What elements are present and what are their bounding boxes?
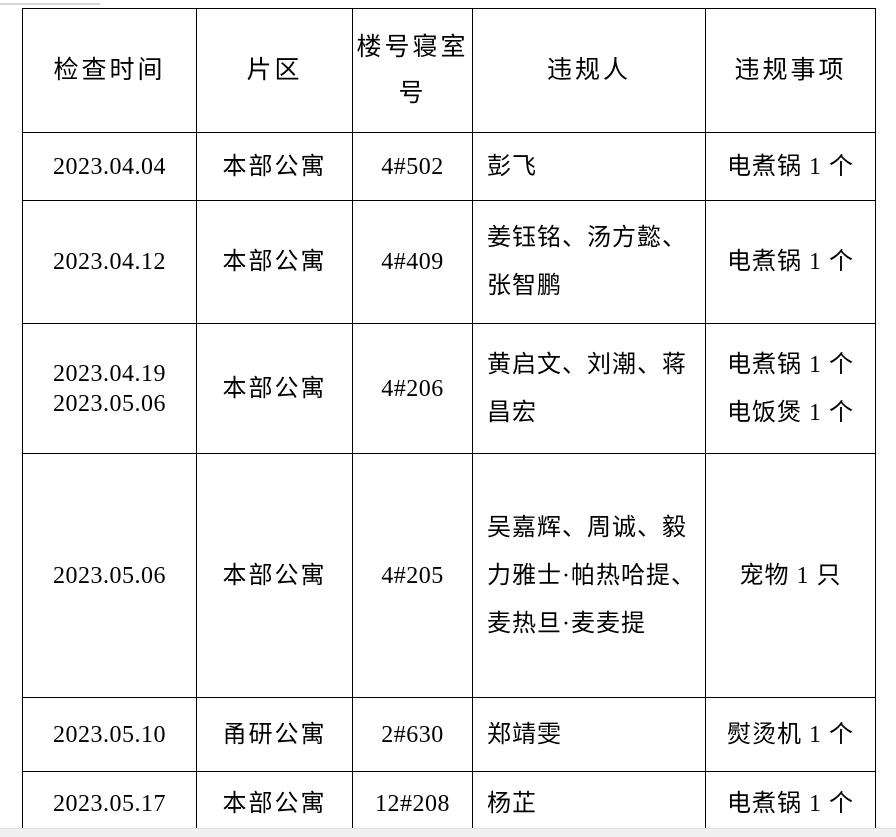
table-row: 2023.04.19 2023.05.06 本部公寓 4#206 黄启文、刘潮、… xyxy=(22,323,876,454)
cell-violation-item: 电煮锅 1 个 电饭煲 1 个 xyxy=(705,323,876,454)
table-row: 2023.04.04 本部公寓 4#502 彭飞 电煮锅 1 个 xyxy=(22,132,876,201)
top-ruler-artifact xyxy=(0,3,100,5)
cell-inspection-time: 2023.05.17 xyxy=(22,771,197,836)
cell-violator: 杨芷 xyxy=(472,771,706,836)
table-row: 2023.04.12 本部公寓 4#409 姜钰铭、汤方懿、张智鹏 电煮锅 1 … xyxy=(22,200,876,324)
bottom-page-edge-artifact xyxy=(0,828,896,837)
cell-building-room: 4#502 xyxy=(352,132,473,201)
cell-inspection-time: 2023.04.12 xyxy=(22,200,197,324)
cell-violator: 郑靖雯 xyxy=(472,697,706,772)
cell-violator: 姜钰铭、汤方懿、张智鹏 xyxy=(472,200,706,324)
cell-area: 本部公寓 xyxy=(196,132,353,201)
column-header-inspection-time: 检查时间 xyxy=(22,8,197,133)
table-row: 2023.05.17 本部公寓 12#208 杨芷 电煮锅 1 个 xyxy=(22,771,876,836)
cell-building-room: 4#206 xyxy=(352,323,473,454)
table-body: 2023.04.04 本部公寓 4#502 彭飞 电煮锅 1 个 2023.04… xyxy=(22,132,876,836)
column-header-building-room: 楼号寝室号 xyxy=(352,8,473,133)
column-header-violation-item: 违规事项 xyxy=(705,8,876,133)
cell-violator: 彭飞 xyxy=(472,132,706,201)
cell-violation-item: 熨烫机 1 个 xyxy=(705,697,876,772)
cell-building-room: 4#205 xyxy=(352,453,473,698)
cell-building-room: 12#208 xyxy=(352,771,473,836)
cell-area: 本部公寓 xyxy=(196,323,353,454)
column-header-area: 片区 xyxy=(196,8,353,133)
cell-violation-item: 电煮锅 1 个 xyxy=(705,771,876,836)
document-sheet: 检查时间 片区 楼号寝室号 违规人 违规事项 2023.04.04 本部公寓 4… xyxy=(22,8,876,836)
cell-violator: 吴嘉辉、周诚、毅力雅士·帕热哈提、麦热旦·麦麦提 xyxy=(472,453,706,698)
cell-inspection-time: 2023.05.10 xyxy=(22,697,197,772)
cell-violation-item: 电煮锅 1 个 xyxy=(705,200,876,324)
table-row: 2023.05.10 甬研公寓 2#630 郑靖雯 熨烫机 1 个 xyxy=(22,697,876,772)
cell-violation-item: 电煮锅 1 个 xyxy=(705,132,876,201)
cell-building-room: 2#630 xyxy=(352,697,473,772)
cell-inspection-time: 2023.05.06 xyxy=(22,453,197,698)
cell-violation-item: 宠物 1 只 xyxy=(705,453,876,698)
cell-area: 本部公寓 xyxy=(196,453,353,698)
violation-records-table: 检查时间 片区 楼号寝室号 违规人 违规事项 2023.04.04 本部公寓 4… xyxy=(22,8,876,836)
column-header-violator: 违规人 xyxy=(472,8,706,133)
cell-area: 本部公寓 xyxy=(196,771,353,836)
table-row: 2023.05.06 本部公寓 4#205 吴嘉辉、周诚、毅力雅士·帕热哈提、麦… xyxy=(22,453,876,698)
cell-area: 甬研公寓 xyxy=(196,697,353,772)
table-header: 检查时间 片区 楼号寝室号 违规人 违规事项 xyxy=(22,8,876,133)
cell-violator: 黄启文、刘潮、蒋昌宏 xyxy=(472,323,706,454)
table-header-row: 检查时间 片区 楼号寝室号 违规人 违规事项 xyxy=(22,8,876,133)
cell-inspection-time: 2023.04.04 xyxy=(22,132,197,201)
cell-area: 本部公寓 xyxy=(196,200,353,324)
cell-inspection-time: 2023.04.19 2023.05.06 xyxy=(22,323,197,454)
cell-building-room: 4#409 xyxy=(352,200,473,324)
